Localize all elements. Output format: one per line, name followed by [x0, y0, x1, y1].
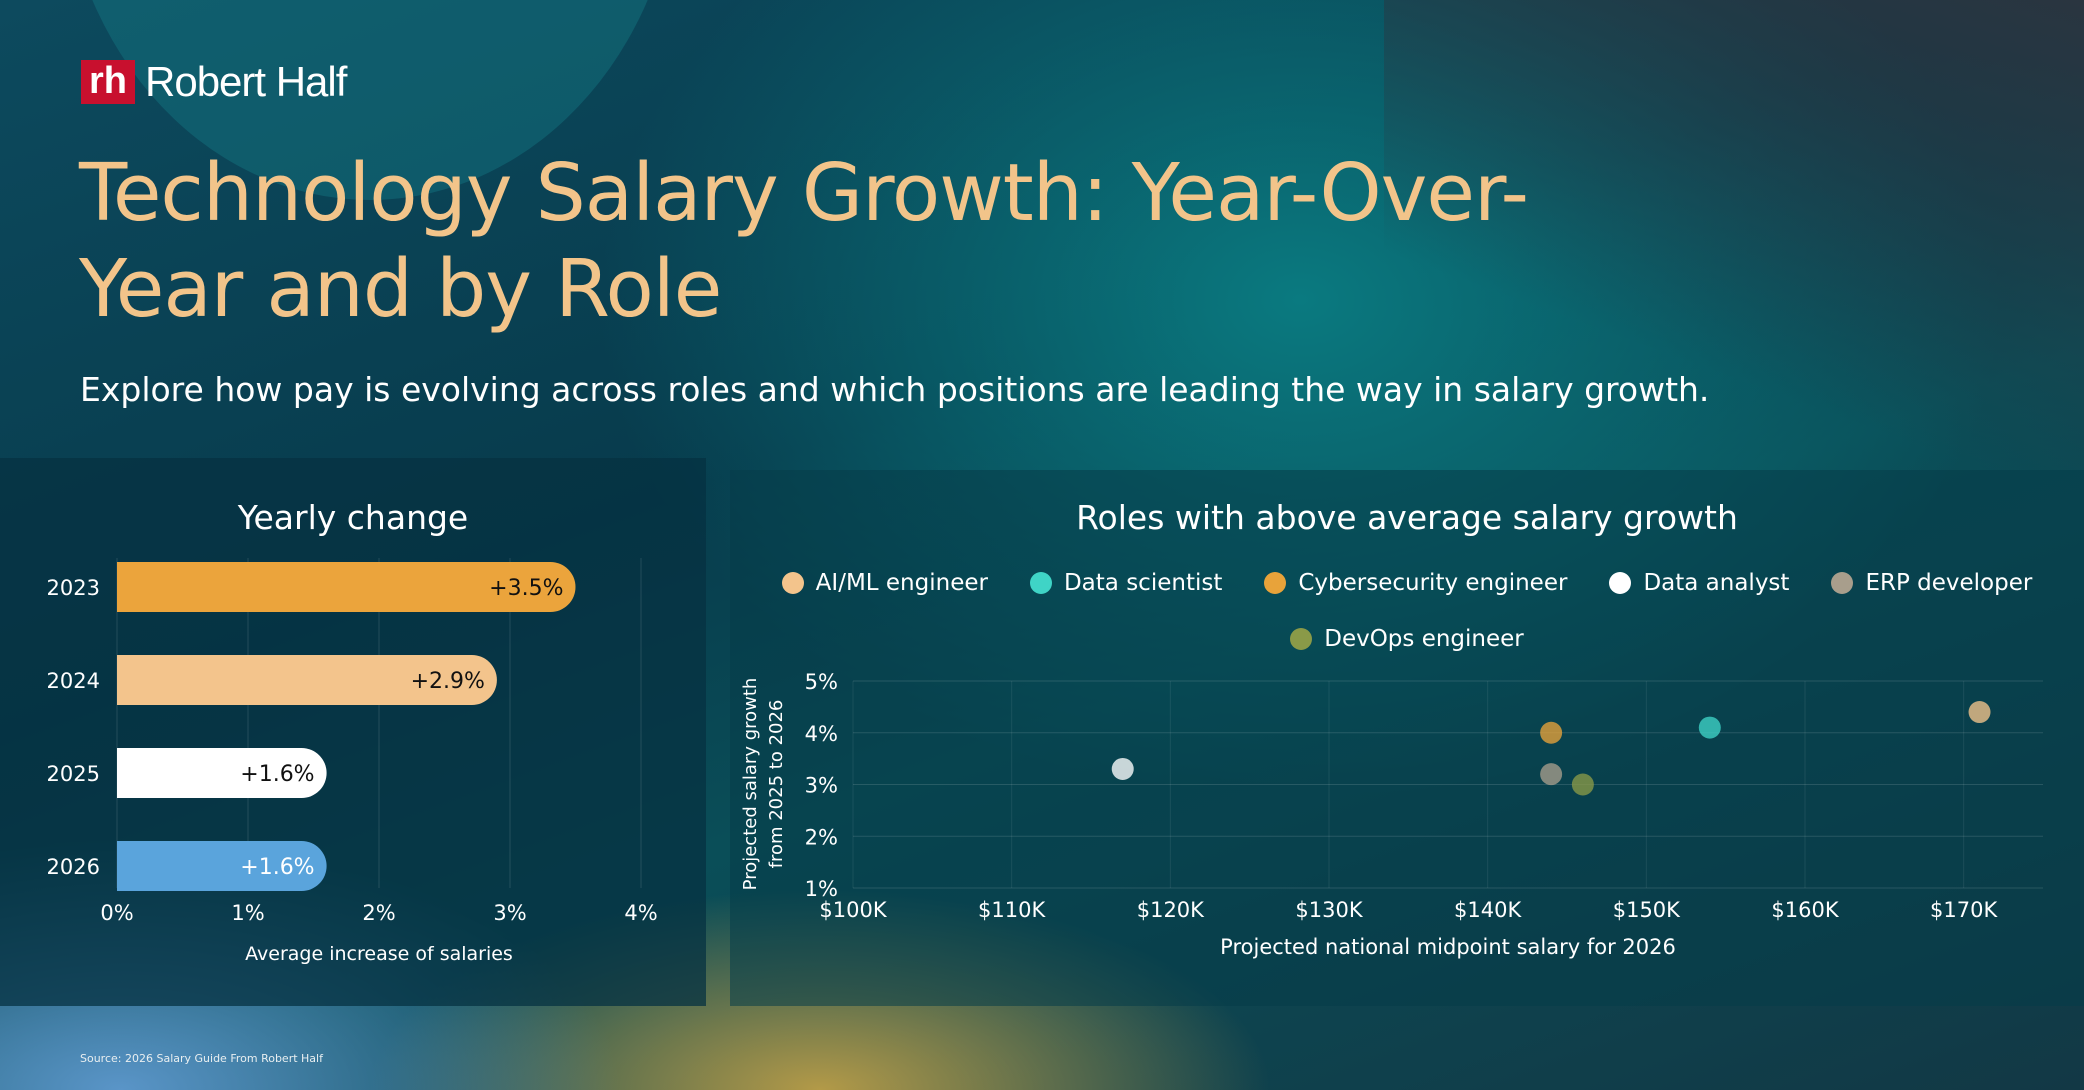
legend-item[interactable]: ERP developer: [1831, 570, 2032, 596]
legend-dot-icon: [1609, 572, 1632, 594]
x-axis-label: Average increase of salaries: [245, 943, 513, 965]
legend-item[interactable]: Data analyst: [1609, 570, 1789, 596]
logo-mark: rh: [81, 60, 135, 104]
page-title: Technology Salary Growth: Year-Over-Year…: [79, 147, 1529, 335]
y-tick-label: 2%: [805, 825, 838, 849]
bar-data-label: +2.9%: [411, 669, 485, 694]
x-tick-label: $100K: [819, 898, 887, 922]
x-tick-label: 1%: [231, 901, 264, 925]
legend-dot-icon: [1029, 572, 1052, 594]
x-tick-label: 3%: [493, 901, 526, 925]
scatter-chart-title: Roles with above average salary growth: [1076, 498, 1738, 537]
bar-category-label: 2024: [47, 669, 100, 693]
data-point: [1111, 757, 1134, 780]
x-tick-label: $140K: [1454, 898, 1522, 922]
data-point: [1698, 716, 1721, 739]
legend-label: Cybersecurity engineer: [1298, 570, 1568, 596]
robert-half-logo: rh Robert Half: [81, 58, 347, 106]
legend-label: AI/ML engineer: [815, 570, 988, 596]
yearly-change-panel: Yearly change 0% 1% 2% 3% 4% Average increase…: [0, 458, 706, 1006]
legend-item[interactable]: AI/ML engineer: [781, 570, 988, 596]
legend-label: DevOps engineer: [1324, 626, 1524, 652]
x-tick-label: 2%: [362, 901, 395, 925]
bar: [117, 655, 497, 705]
x-tick-label: 4%: [624, 901, 657, 925]
x-tick-label: $150K: [1613, 898, 1681, 922]
bar: [117, 562, 576, 612]
x-tick-label: $110K: [978, 898, 1046, 922]
bar-chart: 0% 1% 2% 3% 4% Average increase of salaries 20…: [47, 558, 658, 965]
x-tick-label: 0%: [100, 901, 133, 925]
bar-category-label: 2026: [47, 855, 100, 879]
roles-panel: Roles with above average salary growth A…: [730, 470, 2084, 1006]
page-subtitle: Explore how pay is evolving across roles…: [80, 370, 1710, 409]
legend-dot-icon: [1831, 572, 1854, 594]
y-tick-label: 3%: [805, 774, 838, 798]
bar-category-label: 2023: [47, 576, 100, 600]
legend-item[interactable]: Data scientist: [1029, 570, 1223, 596]
scatter-chart: 1% 2% 3% 4% 5% $100K $110K $120K $130K $140K $150K…: [740, 670, 2043, 959]
x-tick-label: $160K: [1771, 898, 1839, 922]
y-tick-label: 1%: [805, 877, 838, 901]
x-axis-label: Projected national midpoint salary for 2…: [1220, 935, 1676, 959]
data-point: [1540, 763, 1563, 786]
source-note: Source: 2026 Salary Guide From Robert Ha…: [80, 1052, 323, 1065]
data-point: [1540, 721, 1563, 744]
y-tick-label: 4%: [805, 722, 838, 746]
data-point: [1571, 773, 1594, 796]
bar-data-label: +1.6%: [240, 762, 314, 787]
bar-category-label: 2025: [47, 762, 100, 786]
x-tick-label: $170K: [1930, 898, 1998, 922]
y-axis-label: Projected salary growth: [740, 678, 761, 891]
legend-item[interactable]: Cybersecurity engineer: [1264, 570, 1567, 596]
scatter-legend: AI/ML engineer Data scientist Cybersecurit…: [730, 570, 2084, 652]
bar-data-label: +3.5%: [489, 576, 563, 601]
bar-data-label: +1.6%: [240, 855, 314, 880]
decorative-shade: [1384, 0, 2084, 470]
legend-dot-icon: [1290, 628, 1313, 650]
x-tick-label: $130K: [1295, 898, 1363, 922]
bar: [117, 748, 327, 798]
legend-dot-icon: [781, 572, 804, 594]
bar: [117, 841, 327, 891]
legend-label: ERP developer: [1865, 570, 2033, 596]
legend-label: Data analyst: [1643, 570, 1790, 596]
x-tick-label: $120K: [1137, 898, 1205, 922]
logo-text: Robert Half: [145, 58, 347, 105]
legend-item[interactable]: DevOps engineer: [1290, 626, 1524, 652]
y-axis-label: from 2025 to 2026: [766, 700, 787, 869]
y-tick-label: 5%: [805, 670, 838, 694]
bar-chart-title: Yearly change: [237, 498, 469, 537]
data-point: [1968, 701, 1991, 724]
legend-dot-icon: [1264, 572, 1287, 594]
legend-label: Data scientist: [1063, 570, 1223, 596]
